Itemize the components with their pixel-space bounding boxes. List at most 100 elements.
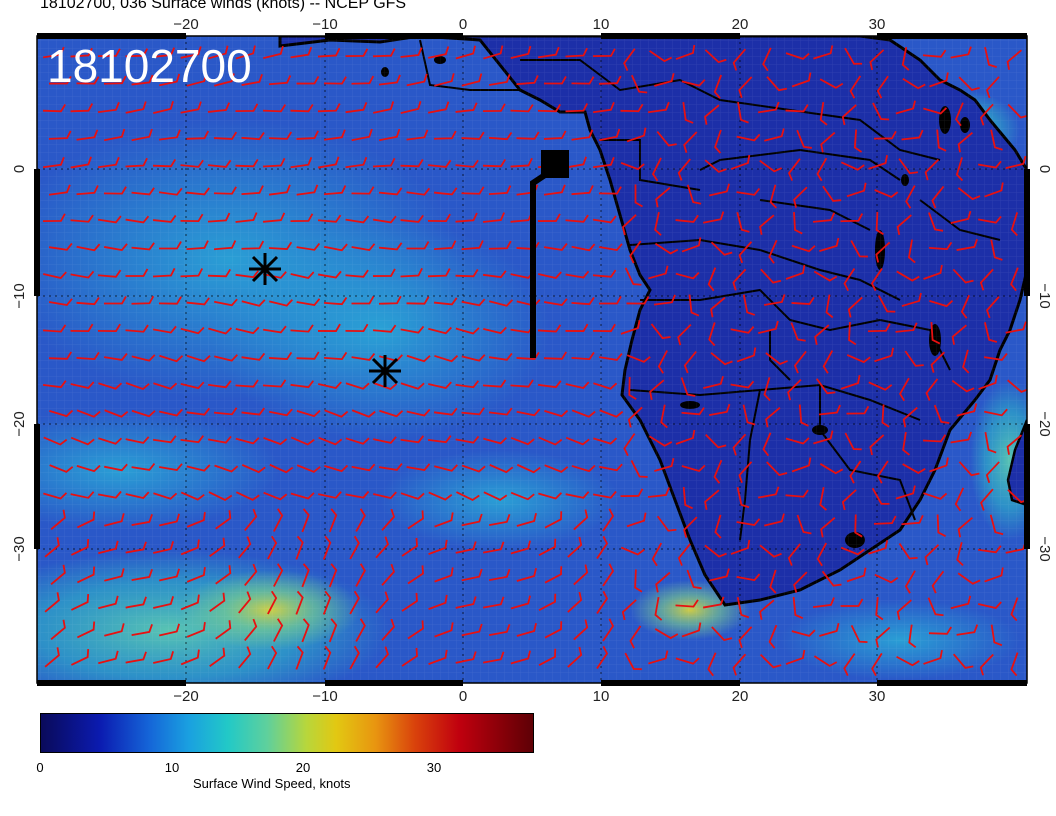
- wind-barb: [1010, 267, 1019, 292]
- wind-barb: [984, 431, 997, 454]
- wind-barb: [345, 490, 370, 499]
- wind-barb: [621, 599, 637, 621]
- wind-barb: [296, 130, 319, 140]
- wind-barb: [125, 215, 150, 224]
- wind-barb: [543, 76, 567, 85]
- wind-barb: [537, 213, 561, 222]
- wind-barb: [215, 565, 232, 585]
- wind-barb: [955, 157, 964, 182]
- wind-barb: [158, 296, 182, 305]
- wind-barb: [215, 510, 232, 530]
- wind-barb: [989, 514, 1004, 536]
- wind-barb: [955, 102, 964, 127]
- wind-barb: [1005, 321, 1027, 334]
- wind-barb: [209, 647, 226, 667]
- wind-barb: [317, 323, 341, 332]
- wind-barb: [48, 130, 72, 140]
- colorbar-caption: Surface Wind Speed, knots: [193, 776, 351, 791]
- wind-barb: [738, 76, 753, 99]
- wind-barb: [874, 189, 899, 199]
- wind-barb: [757, 486, 780, 499]
- wind-barb: [766, 76, 788, 92]
- wind-barb: [125, 541, 147, 554]
- wind-barb: [650, 323, 671, 340]
- wind-barb: [814, 324, 830, 345]
- wind-barb: [208, 491, 233, 502]
- wind-barb: [730, 154, 751, 170]
- wind-barb: [876, 75, 889, 99]
- wind-barb: [627, 406, 643, 428]
- wind-barb: [76, 409, 101, 418]
- wind-barb: [730, 326, 755, 334]
- wind-barb: [351, 75, 375, 85]
- lon-label-bottom: 0: [459, 688, 467, 705]
- wind-barb: [296, 409, 321, 418]
- wind-barb: [738, 626, 753, 649]
- wind-barb: [323, 185, 347, 196]
- wind-barb: [854, 514, 863, 538]
- wind-barb: [757, 101, 780, 114]
- wind-barb: [702, 211, 725, 224]
- wind-barb: [537, 380, 562, 389]
- lon-label-bottom: 10: [593, 688, 610, 705]
- wind-barb: [42, 380, 67, 389]
- wind-barb: [97, 323, 121, 333]
- wind-barb: [70, 436, 95, 446]
- wind-barb: [956, 239, 978, 251]
- wind-barb: [732, 268, 747, 291]
- wind-barb: [984, 322, 998, 343]
- wind-barb: [654, 628, 679, 640]
- wind-barb: [406, 296, 430, 305]
- wind-barb: [372, 157, 396, 168]
- wind-barb: [456, 491, 480, 502]
- wind-barb: [48, 184, 71, 196]
- wind-barb: [620, 320, 641, 335]
- wind-barb: [682, 101, 694, 124]
- wind-barb: [868, 540, 889, 555]
- wind-barb: [76, 297, 100, 306]
- wind-barb: [709, 568, 730, 582]
- wind-barb: [434, 73, 455, 87]
- wind-barb: [654, 457, 675, 472]
- wind-barb: [868, 381, 893, 391]
- wind-barb: [482, 651, 505, 664]
- wind-barb: [791, 629, 816, 637]
- wind-barb: [268, 351, 293, 361]
- wind-barb: [1005, 155, 1027, 169]
- wind-barb: [373, 382, 398, 391]
- wind-barb: [630, 460, 648, 478]
- wind-barb: [153, 541, 175, 554]
- wind-barb: [840, 546, 865, 556]
- wind-barb: [571, 129, 594, 141]
- wind-barb: [736, 596, 750, 619]
- wind-barb: [895, 322, 918, 333]
- wind-barb: [796, 129, 812, 149]
- wind-barb: [378, 295, 402, 305]
- wind-barb: [846, 182, 867, 198]
- wind-barb: [985, 76, 1000, 99]
- wind-barb: [620, 546, 645, 556]
- wind-barb: [544, 566, 563, 584]
- wind-barb: [235, 379, 259, 388]
- wind-barb: [241, 407, 265, 416]
- wind-barb: [152, 214, 177, 223]
- wind-barb: [956, 403, 978, 417]
- wind-barb: [70, 47, 93, 58]
- wind-barb: [567, 536, 583, 558]
- wind-barb: [510, 595, 531, 610]
- wind-barb: [97, 269, 122, 278]
- wind-barb: [812, 597, 835, 608]
- wind-barb: [764, 513, 785, 527]
- wind-barb: [655, 186, 671, 208]
- wind-barb: [373, 101, 395, 114]
- wind-barb: [567, 646, 583, 668]
- wind-barb: [543, 242, 568, 251]
- wind-barb: [180, 435, 204, 444]
- wind-barb: [732, 653, 747, 676]
- wind-barb: [850, 625, 868, 644]
- wind-barb: [571, 351, 595, 361]
- wind-barb: [455, 380, 480, 389]
- wind-barb: [950, 595, 972, 610]
- wind-barb: [104, 623, 125, 637]
- wind-barb: [785, 264, 806, 280]
